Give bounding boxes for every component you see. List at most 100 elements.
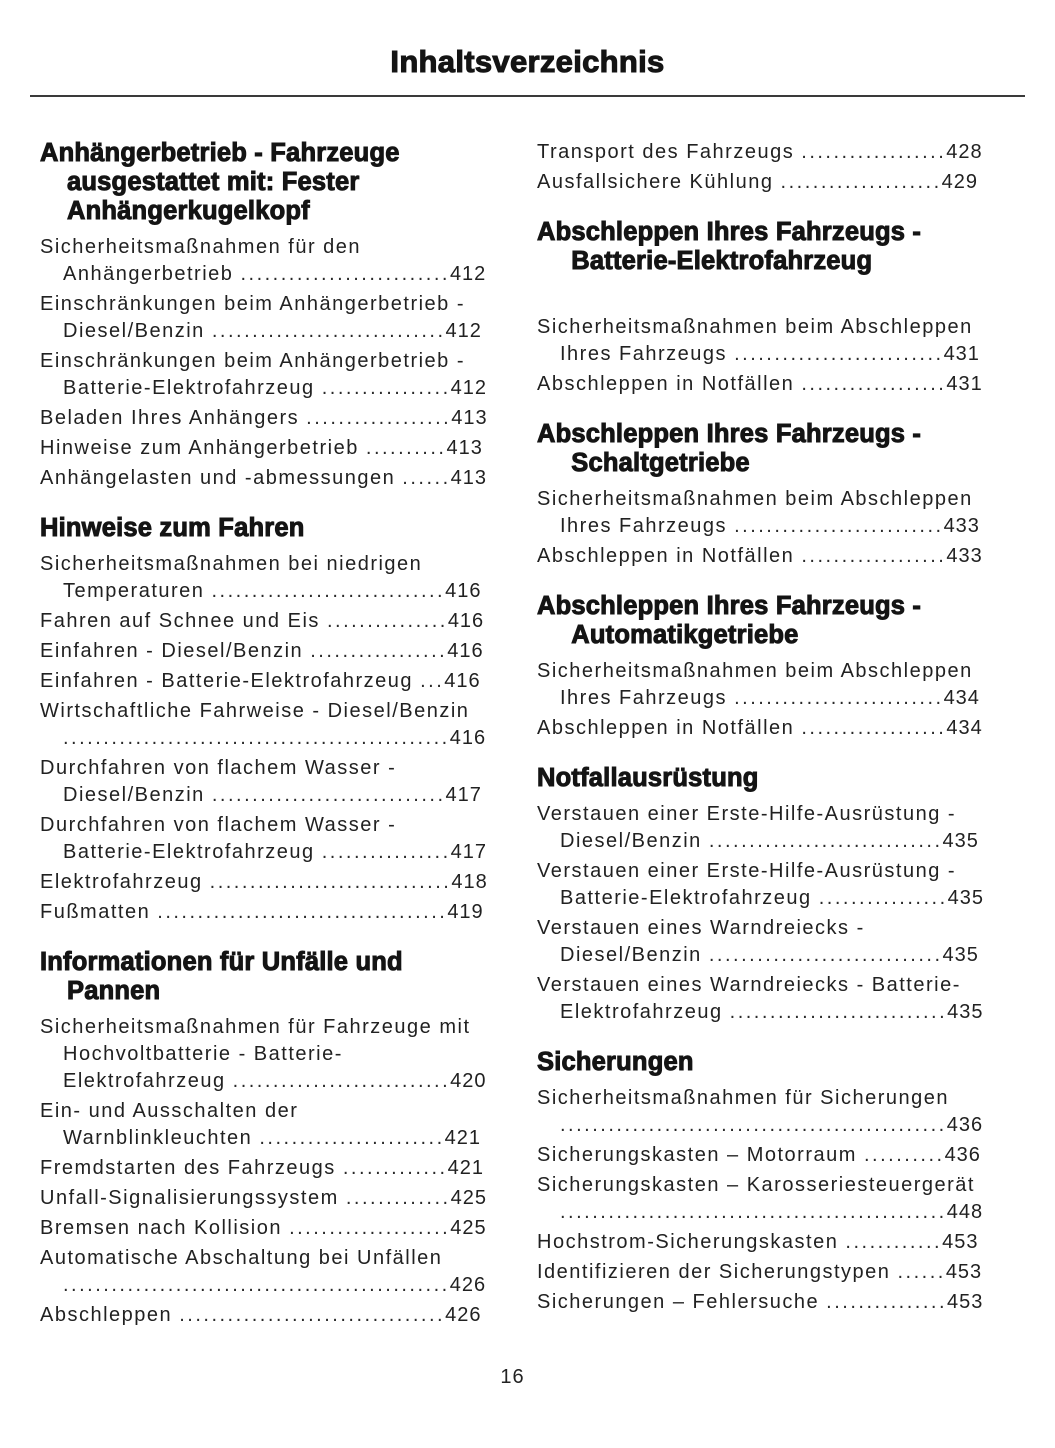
toc-entry: Verstauen eines Warndreiecks - Diesel/Be… — [537, 915, 985, 969]
entry-label: Verstauen einer Erste-Hilfe-Ausrüstung -… — [537, 803, 957, 852]
toc-entry: Wirtschaftliche Fahrweise - Diesel/Benzi… — [40, 698, 488, 752]
toc-entry: Sicherheitsmaßnahmen bei niedrigen Tempe… — [40, 551, 488, 605]
toc-entry: Durchfahren von flachem Wasser - Diesel/… — [40, 755, 488, 809]
entry-label: Elektrofahrzeug — [40, 871, 203, 893]
dot-leader: ........................... — [729, 1001, 948, 1023]
dot-leader: .................... — [289, 1217, 451, 1239]
dot-leader: ...... — [402, 467, 451, 489]
entry-label: Einschränkungen beim Anhängerbetrieb - B… — [40, 350, 466, 399]
dot-leader: .......... — [863, 1144, 945, 1166]
toc-section: Notfallausrüstung Verstauen einer Erste-H… — [537, 764, 985, 1026]
entry-page-number: 453 — [945, 1261, 983, 1283]
entry-label: Durchfahren von flachem Wasser - Batteri… — [40, 814, 397, 863]
entry-page-number: 429 — [941, 171, 979, 193]
toc-entry: Sicherungen – Fehlersuche ..............… — [537, 1289, 985, 1316]
dot-leader: ................ — [321, 841, 451, 863]
toc-entry: Sicherheitsmaßnahmen für Sicherungen ...… — [537, 1085, 985, 1139]
entry-page-number: 428 — [946, 141, 983, 163]
entry-page-number: 413 — [446, 437, 483, 459]
dot-leader: ... — [420, 670, 445, 692]
entry-page-number: 417 — [450, 841, 488, 863]
entry-page-number: 421 — [444, 1127, 482, 1149]
toc-section: Abschleppen Ihres Fahrzeugs - Batterie-E… — [537, 218, 985, 398]
section-heading: Anhängerbetrieb - Fahrzeuge ausgestattet… — [40, 139, 400, 226]
entry-page-number: 425 — [450, 1187, 487, 1209]
dot-leader: ............. — [342, 1157, 448, 1179]
entry-label: Ausfallsichere Kühlung — [537, 171, 774, 193]
entry-page-number: 425 — [450, 1217, 487, 1239]
dot-leader: ........................................… — [63, 727, 450, 749]
page-number: 16 — [500, 1366, 525, 1388]
entry-label: Transport des Fahrzeugs — [537, 141, 795, 163]
entry-label: Verstauen eines Warndreiecks - Diesel/Be… — [537, 917, 865, 966]
toc-columns: Anhängerbetrieb - Fahrzeuge ausgestattet… — [30, 97, 1025, 1332]
dot-leader: ............... — [326, 610, 448, 632]
entry-label: Einfahren - Diesel/Benzin — [40, 640, 304, 662]
dot-leader: ........................................… — [560, 1114, 947, 1136]
dot-leader: .......................... — [734, 687, 944, 709]
toc-entry: Abschleppen in Notfällen ...............… — [537, 371, 985, 398]
toc-entry: Durchfahren von flachem Wasser - Batteri… — [40, 812, 488, 866]
dot-leader: .................. — [801, 373, 947, 395]
entry-page-number: 413 — [450, 467, 488, 489]
toc-entry: Anhängelasten und -abmessungen ......413 — [40, 465, 488, 492]
section-heading: Informationen für Unfälle und Pannen — [40, 948, 404, 1006]
toc-entry: Verstauen eines Warndreiecks - Batterie-… — [537, 972, 985, 1026]
title-divider — [30, 95, 1025, 97]
entry-label: Abschleppen in Notfällen — [537, 717, 795, 739]
entry-page-number: 417 — [445, 784, 482, 806]
toc-entry: Fahren auf Schnee und Eis ..............… — [40, 608, 488, 635]
section-heading: Sicherungen — [537, 1048, 694, 1077]
entry-label: Hochstrom-Sicherungskasten — [537, 1231, 839, 1253]
entry-page-number: 433 — [943, 515, 980, 537]
toc-entry: Hochstrom-Sicherungskasten ............4… — [537, 1229, 985, 1256]
entry-label: Fremdstarten des Fahrzeugs — [40, 1157, 336, 1179]
entry-label: Anhängelasten und -abmessungen — [40, 467, 396, 489]
dot-leader: ........................... — [232, 1070, 451, 1092]
dot-leader: ............ — [845, 1231, 943, 1253]
toc-section: Anhängerbetrieb - Fahrzeuge ausgestattet… — [40, 139, 488, 492]
toc-entry: Einfahren - Diesel/Benzin ..............… — [40, 638, 488, 665]
entry-page-number: 420 — [450, 1070, 487, 1092]
toc-column-left: Anhängerbetrieb - Fahrzeuge ausgestattet… — [40, 139, 488, 1332]
entry-page-number: 419 — [447, 901, 484, 923]
section-heading: Abschleppen Ihres Fahrzeugs - Batterie-E… — [537, 218, 922, 276]
toc-entry: Fußmatten ..............................… — [40, 899, 488, 926]
toc-entry: Sicherheitsmaßnahmen beim Abschleppen Ih… — [537, 658, 985, 712]
entry-page-number: 412 — [445, 320, 482, 342]
dot-leader: .................. — [801, 545, 947, 567]
dot-leader: .................... — [780, 171, 942, 193]
toc-entry: Fremdstarten des Fahrzeugs .............… — [40, 1155, 488, 1182]
entry-page-number: 416 — [447, 640, 484, 662]
entry-page-number: 453 — [947, 1291, 984, 1313]
entry-page-number: 448 — [946, 1201, 984, 1223]
toc-entry: Abschleppen in Notfällen ...............… — [537, 715, 985, 742]
toc-entry: Verstauen einer Erste-Hilfe-Ausrüstung -… — [537, 858, 985, 912]
toc-entry: Identifizieren der Sicherungstypen .....… — [537, 1259, 985, 1286]
toc-entry: Elektrofahrzeug ........................… — [40, 869, 488, 896]
entry-label: Beladen Ihres Anhängers — [40, 407, 300, 429]
toc-entry: Ein- und Ausschalten der Warnblinkleucht… — [40, 1098, 488, 1152]
toc-entry: Transport des Fahrzeugs ................… — [537, 139, 985, 166]
entry-page-number: 416 — [447, 610, 485, 632]
dot-leader: .......................... — [734, 343, 944, 365]
toc-section: Abschleppen Ihres Fahrzeugs - Schaltgetr… — [537, 420, 985, 570]
entry-label: Abschleppen in Notfällen — [537, 373, 795, 395]
entry-label: Fahren auf Schnee und Eis — [40, 610, 320, 632]
entry-label: Fußmatten — [40, 901, 151, 923]
dot-leader: .............................. — [209, 871, 452, 893]
section-heading: Hinweise zum Fahren — [40, 514, 305, 543]
toc-entry: Sicherungskasten – Karosseriesteuergerät… — [537, 1172, 985, 1226]
entry-page-number: 436 — [946, 1114, 984, 1136]
entry-page-number: 418 — [451, 871, 488, 893]
dot-leader: .................. — [306, 407, 452, 429]
entry-label: Unfall-Signalisierungssystem — [40, 1187, 339, 1209]
entry-label: Hinweise zum Anhängerbetrieb — [40, 437, 359, 459]
toc-entry: Sicherungskasten – Motorraum ..........4… — [537, 1142, 985, 1169]
entry-label: Sicherungskasten – Motorraum — [537, 1144, 857, 1166]
toc-section: Abschleppen Ihres Fahrzeugs - Automatikg… — [537, 592, 985, 742]
entry-label: Sicherungskasten – Karosseriesteuergerät — [537, 1174, 975, 1196]
dot-leader: ............................. — [211, 784, 446, 806]
entry-page-number: 431 — [946, 373, 983, 395]
dot-leader: ...... — [897, 1261, 946, 1283]
